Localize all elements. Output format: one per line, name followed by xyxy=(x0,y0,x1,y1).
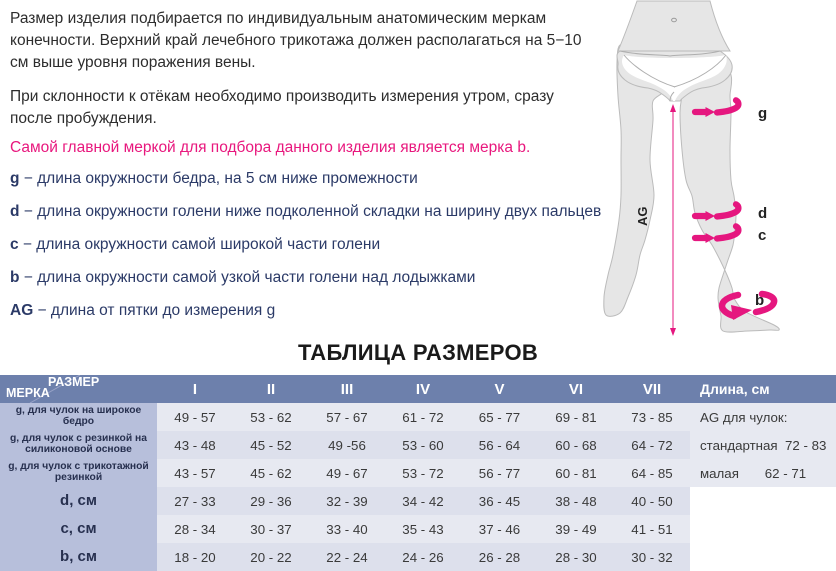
svg-text:РАЗМЕР: РАЗМЕР xyxy=(48,375,99,389)
svg-text:b: b xyxy=(755,292,764,309)
svg-text:c: c xyxy=(758,227,766,244)
svg-text:AG: AG xyxy=(635,207,650,227)
svg-text:МЕРКА: МЕРКА xyxy=(6,386,50,400)
svg-text:g: g xyxy=(758,105,767,122)
svg-text:d: d xyxy=(758,205,767,222)
